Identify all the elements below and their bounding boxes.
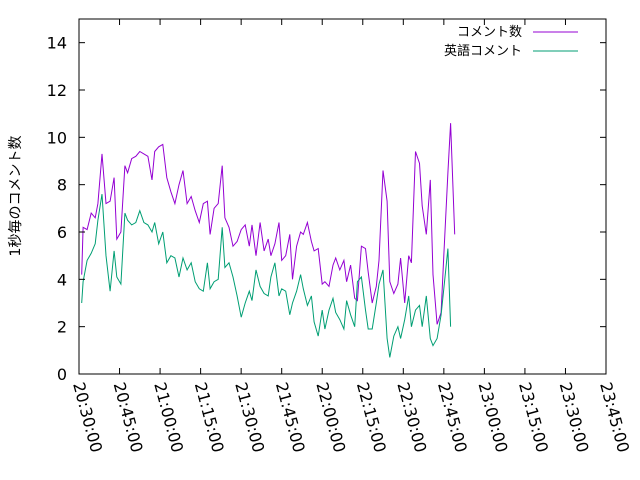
x-tick-label: 23:15:00 xyxy=(515,380,552,454)
y-tick-label: 0 xyxy=(57,365,67,384)
x-tick-label: 21:15:00 xyxy=(191,380,228,454)
tick-group: 0 2 4 6 8 10 12 14 20:30:00 20:45:00 21:00:00 21:15… xyxy=(47,19,633,454)
series-line-0 xyxy=(81,123,456,325)
series-line-1 xyxy=(81,194,452,358)
y-tick-label: 10 xyxy=(47,128,67,147)
x-tick-label: 21:45:00 xyxy=(272,380,309,454)
x-tick-label: 22:15:00 xyxy=(353,380,390,454)
x-tick-label: 22:00:00 xyxy=(312,380,349,454)
legend-label-0: コメント数 xyxy=(457,25,522,40)
plot-border xyxy=(78,18,607,375)
x-tick-label: 23:00:00 xyxy=(475,380,512,454)
x-tick-label: 21:30:00 xyxy=(231,380,268,454)
plot-frame xyxy=(78,18,607,375)
y-axis-label: 1秒毎のコメント数 xyxy=(8,136,24,257)
x-tick-label: 20:30:00 xyxy=(69,380,106,454)
y-tick-label: 2 xyxy=(57,318,67,337)
x-tick-label: 23:45:00 xyxy=(596,380,633,454)
legend-label-1: 英語コメント xyxy=(444,43,522,59)
legend: コメント数 英語コメント xyxy=(444,25,578,59)
y-tick-label: 4 xyxy=(57,270,67,289)
x-tick-label: 21:00:00 xyxy=(150,380,187,454)
y-tick-label: 14 xyxy=(47,34,67,53)
y-tick-label: 8 xyxy=(57,176,67,195)
y-tick-label: 12 xyxy=(47,81,67,100)
x-tick-label: 22:45:00 xyxy=(434,380,471,454)
x-tick-label: 20:45:00 xyxy=(110,380,147,454)
x-tick-label: 23:30:00 xyxy=(556,380,593,454)
series-group xyxy=(81,123,456,358)
y-tick-label: 6 xyxy=(57,223,67,242)
x-tick-label: 22:30:00 xyxy=(393,380,430,454)
